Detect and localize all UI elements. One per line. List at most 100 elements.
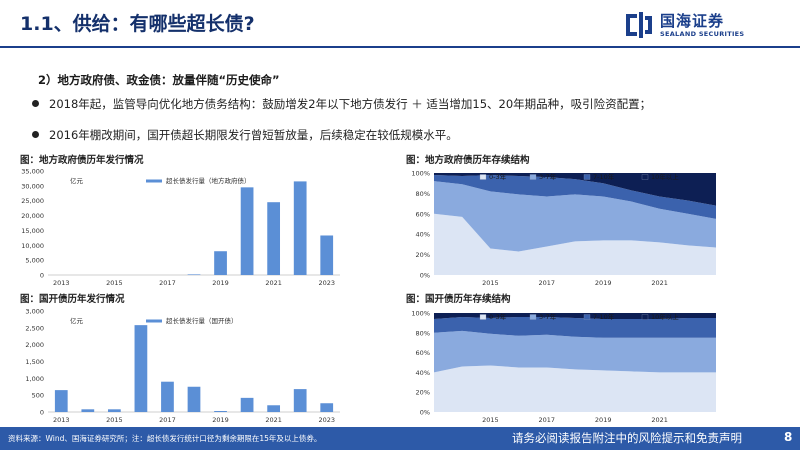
y-tick-label: 0 (40, 272, 44, 280)
bar (187, 274, 201, 275)
legend-label: 10年以上 (651, 172, 679, 181)
y-tick-label: 20,000 (21, 212, 44, 220)
logo-text-cn: 国海证券 (660, 12, 725, 30)
y-tick-label: 2,500 (25, 324, 44, 332)
x-tick-label: 2017 (159, 279, 176, 287)
footer-source: 资料来源：Wind、国海证券研究所；注：超长债发行统计口径为剩余期限在15年及以… (8, 434, 322, 443)
y-tick-label: 25,000 (21, 197, 44, 205)
unit-label: 亿元 (70, 316, 84, 325)
bar (81, 409, 95, 412)
area-series (434, 173, 716, 206)
x-tick-label: 2015 (106, 416, 123, 424)
legend-label: 3-7年 (539, 312, 557, 321)
y-tick-label: 1,000 (25, 375, 44, 383)
legend-label: 超长债发行量（国开债） (166, 316, 238, 325)
chart-title-cdb-structure: 图：国开债历年存续结构 (406, 294, 511, 305)
page-number: 8 (784, 430, 793, 444)
area-series (434, 213, 716, 275)
bar (267, 405, 281, 412)
y-tick-label: 35,000 (21, 168, 44, 176)
legend-swatch (641, 314, 649, 320)
y-tick-label: 0 (40, 409, 44, 417)
legend-label: 3-7年 (539, 172, 557, 181)
y-tick-label: 1,500 (25, 358, 44, 366)
bullet-dot-icon (32, 131, 39, 138)
y-tick-label: 15,000 (21, 227, 44, 235)
bar (240, 187, 254, 275)
y-tick-label: 500 (32, 392, 44, 400)
x-tick-label: 2021 (651, 279, 668, 287)
chart-cdb-structure: 0% 20% 40% 60% 80% 100% 2015 2017 2019 2021 0-3年 3-… (411, 310, 716, 424)
x-tick-label: 2023 (318, 416, 335, 424)
bar (187, 386, 201, 412)
legend-swatch (479, 174, 487, 180)
page-title: 1.1、供给：有哪些超长债? (20, 13, 255, 35)
area-series (434, 330, 716, 373)
bar (240, 397, 254, 412)
legend-label: 10年以上 (651, 312, 679, 321)
y-tick-label: 0% (420, 272, 430, 280)
bar (54, 390, 68, 412)
bar (293, 181, 307, 275)
logo-text-en: SEALAND SECURITIES (660, 30, 745, 38)
x-tick-label: 2017 (539, 416, 556, 424)
bar (107, 409, 121, 412)
x-tick-label: 2019 (595, 416, 612, 424)
x-tick-label: 2021 (651, 416, 668, 424)
area-series (434, 181, 716, 252)
bar (267, 202, 281, 275)
x-tick-label: 2021 (265, 416, 282, 424)
y-tick-label: 100% (411, 310, 430, 318)
legend-swatch (583, 174, 591, 180)
legend-swatch (529, 174, 537, 180)
legend-swatch (641, 174, 649, 180)
bar (161, 381, 174, 412)
chart-title-local-issuance: 图：地方政府债历年发行情况 (20, 155, 144, 166)
legend-label: 0-3年 (489, 172, 507, 181)
area-series (434, 175, 716, 219)
legend-label: 7-10年 (593, 312, 615, 321)
title-divider (0, 46, 800, 48)
bar (320, 235, 334, 275)
x-tick-label: 2019 (212, 416, 229, 424)
sealand-logo-icon (626, 12, 652, 38)
legend-label: 7-10年 (593, 172, 615, 181)
x-tick-label: 2019 (595, 279, 612, 287)
area-series (434, 365, 716, 412)
area-series (434, 316, 716, 338)
chart-cdb-issuance: 0 500 1,000 1,500 2,000 2,500 3,000 2013 2015 201… (25, 308, 340, 424)
x-tick-label: 2013 (53, 279, 70, 287)
y-tick-label: 30,000 (21, 182, 44, 190)
x-tick-label: 2015 (106, 279, 123, 287)
footer-bar: 资料来源：Wind、国海证券研究所；注：超长债发行统计口径为剩余期限在15年及以… (0, 427, 800, 450)
y-tick-label: 20% (416, 251, 430, 259)
y-tick-label: 3,000 (25, 308, 44, 316)
unit-label: 亿元 (70, 176, 84, 185)
y-tick-label: 40% (416, 369, 430, 377)
legend-label: 超长债发行量（地方政府债） (166, 176, 251, 185)
x-tick-label: 2017 (539, 279, 556, 287)
y-tick-label: 60% (416, 349, 430, 357)
legend-label: 0-3年 (489, 312, 507, 321)
y-tick-label: 0% (420, 409, 430, 417)
bar (214, 410, 227, 412)
bar (134, 325, 148, 412)
bar (293, 389, 307, 412)
bullet-dot-icon (32, 100, 39, 107)
chart-local-structure: 0% 20% 40% 60% 80% 100% 2015 2017 2019 2021 0-3年 3-… (411, 170, 716, 287)
bullet-item: 2016年棚改期间，国开债超长期限发行曾短暂放量，后续稳定在较低规模水平。 (32, 127, 458, 143)
footer-disclaimer: 请务必阅读报告附注中的风险提示和免责声明 (512, 431, 742, 445)
bar (214, 251, 227, 275)
x-tick-label: 2013 (53, 416, 70, 424)
legend-swatch (583, 314, 591, 320)
bullet-item: 2018年起，监管导向优化地方债务结构：鼓励增发2年以下地方债发行 ＋ 适当增加… (32, 96, 651, 112)
y-tick-label: 80% (416, 190, 430, 198)
y-tick-label: 40% (416, 231, 430, 239)
bar (320, 403, 334, 412)
legend-swatch (479, 314, 487, 320)
chart-title-local-structure: 图：地方政府债历年存续结构 (406, 155, 530, 166)
chart-title-cdb-issuance: 图：国开债历年发行情况 (20, 294, 125, 305)
y-tick-label: 100% (411, 170, 430, 178)
x-tick-label: 2015 (482, 279, 499, 287)
legend-swatch (529, 314, 537, 320)
